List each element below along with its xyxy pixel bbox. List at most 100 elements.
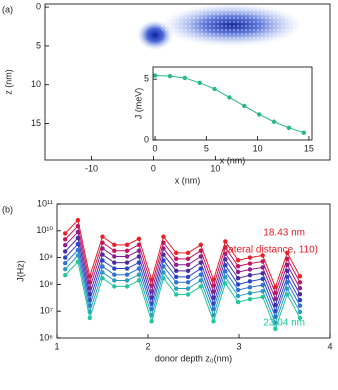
data-point xyxy=(100,234,105,239)
data-point xyxy=(75,241,81,247)
data-point xyxy=(62,266,68,272)
axes-box xyxy=(44,3,331,161)
data-point xyxy=(62,237,68,242)
data-point xyxy=(100,240,105,245)
data-point xyxy=(62,249,68,254)
data-point xyxy=(174,274,179,280)
data-point xyxy=(235,282,241,287)
data-point xyxy=(285,262,290,267)
data-point xyxy=(223,263,228,268)
data-point xyxy=(174,262,179,267)
data-point xyxy=(75,229,81,235)
data-point xyxy=(260,259,265,264)
data-point xyxy=(297,309,303,315)
data-point xyxy=(198,278,203,283)
data-point xyxy=(112,266,117,271)
axes-box xyxy=(152,66,313,141)
data-point xyxy=(235,287,241,293)
data-point xyxy=(273,302,278,308)
annotation: 18.43 nm xyxy=(263,228,305,239)
data-point xyxy=(100,264,105,269)
data-point xyxy=(182,75,187,81)
data-point xyxy=(124,284,130,289)
data-point xyxy=(223,239,228,244)
data-point xyxy=(273,296,278,302)
data-point xyxy=(285,250,290,256)
data-point xyxy=(161,270,166,275)
data-point xyxy=(271,119,277,124)
data-point xyxy=(136,266,142,271)
data-point xyxy=(235,299,241,305)
data-point xyxy=(297,297,303,303)
data-point xyxy=(198,284,203,289)
y-tick-label: 0 xyxy=(36,1,41,11)
data-point xyxy=(260,282,265,288)
data-point xyxy=(185,292,191,297)
data-point xyxy=(197,80,202,86)
data-point xyxy=(152,73,158,78)
data-point xyxy=(286,125,292,131)
data-point xyxy=(227,95,232,100)
data-point xyxy=(273,284,278,290)
data-point xyxy=(260,271,265,276)
data-point xyxy=(161,264,166,269)
data-point xyxy=(75,259,81,264)
data-point xyxy=(211,319,216,324)
data-point xyxy=(75,253,81,258)
data-point xyxy=(174,268,179,274)
data-point xyxy=(198,242,203,248)
data-point xyxy=(185,262,191,267)
data-point xyxy=(235,269,241,275)
data-point xyxy=(124,242,130,248)
data-point xyxy=(297,292,303,297)
data-point xyxy=(136,278,142,283)
y-tick-label: 10 xyxy=(31,79,41,89)
data-point xyxy=(75,217,81,223)
y-tick-label: 5 xyxy=(144,74,149,84)
data-point xyxy=(124,254,130,259)
data-point xyxy=(198,254,203,259)
data-point xyxy=(185,286,191,291)
data-point xyxy=(256,112,262,117)
x-tick-label: 2 xyxy=(145,341,150,351)
data-point xyxy=(136,254,142,259)
data-point xyxy=(136,272,142,277)
data-point xyxy=(185,274,191,280)
data-point xyxy=(185,256,191,262)
data-point xyxy=(285,286,290,291)
data-point xyxy=(260,276,265,282)
x-tick-label: -10 xyxy=(85,163,98,173)
data-point xyxy=(212,86,217,92)
data-point xyxy=(112,284,117,289)
data-point xyxy=(161,258,166,263)
data-point xyxy=(174,286,179,291)
data-point xyxy=(100,276,105,281)
data-point xyxy=(247,261,253,266)
x-axis-label: donor depth z₀(nm) xyxy=(155,353,232,363)
x-tick-label: 3 xyxy=(236,341,241,351)
data-point xyxy=(247,273,253,278)
inset-background xyxy=(153,67,312,140)
data-point xyxy=(198,260,203,265)
data-point xyxy=(260,294,265,300)
data-point xyxy=(285,268,290,274)
data-point xyxy=(235,293,241,299)
data-point xyxy=(185,250,191,256)
data-point xyxy=(75,235,81,241)
data-point xyxy=(136,260,142,265)
data-point xyxy=(167,73,173,79)
data-point xyxy=(223,251,228,256)
panel-label: (a) xyxy=(2,4,13,14)
data-point xyxy=(223,269,228,274)
data-point xyxy=(185,280,191,285)
data-point xyxy=(260,288,265,294)
data-point xyxy=(223,281,228,286)
data-point xyxy=(62,273,68,278)
data-point xyxy=(100,252,105,257)
x-tick-label: 1 xyxy=(54,341,59,351)
y-tick-label: 10⁸ xyxy=(39,279,53,289)
data-point xyxy=(247,255,253,260)
data-point xyxy=(100,258,105,263)
data-point xyxy=(285,280,290,285)
y-tick-label: 10⁷ xyxy=(40,306,53,316)
